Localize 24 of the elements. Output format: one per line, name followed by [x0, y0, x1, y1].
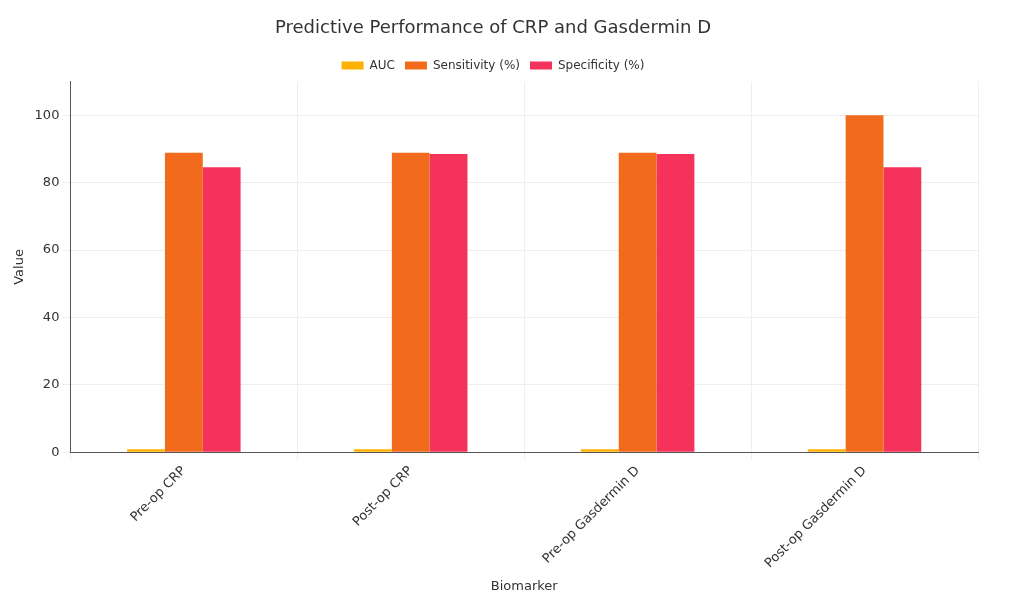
bar: [202, 167, 241, 452]
bar: [127, 449, 165, 452]
bar: [845, 115, 884, 452]
bar: [580, 449, 619, 452]
chart-title: Predictive Performance of CRP and Gasdermin D: [274, 16, 712, 38]
bar: [429, 154, 468, 452]
y-tick-label: 20: [42, 376, 60, 392]
legend-label: Sensitivity (%): [432, 57, 521, 72]
bar: [883, 167, 922, 452]
y-tick-label: 80: [42, 174, 60, 190]
legend-label: AUC: [369, 57, 395, 72]
bar: [618, 152, 657, 452]
bar: [807, 449, 846, 452]
bar: [354, 449, 392, 452]
bar: [391, 152, 430, 452]
bar: [164, 152, 203, 452]
y-tick-label: 100: [34, 106, 60, 122]
y-axis-title: Value: [11, 249, 27, 285]
y-tick-label: 40: [42, 308, 60, 324]
legend-label: Specificity (%): [558, 57, 645, 72]
y-tick-label: 60: [42, 241, 60, 257]
bar: [656, 154, 695, 452]
x-axis-title: Biomarker: [490, 577, 559, 593]
y-tick-label: 0: [51, 443, 60, 459]
